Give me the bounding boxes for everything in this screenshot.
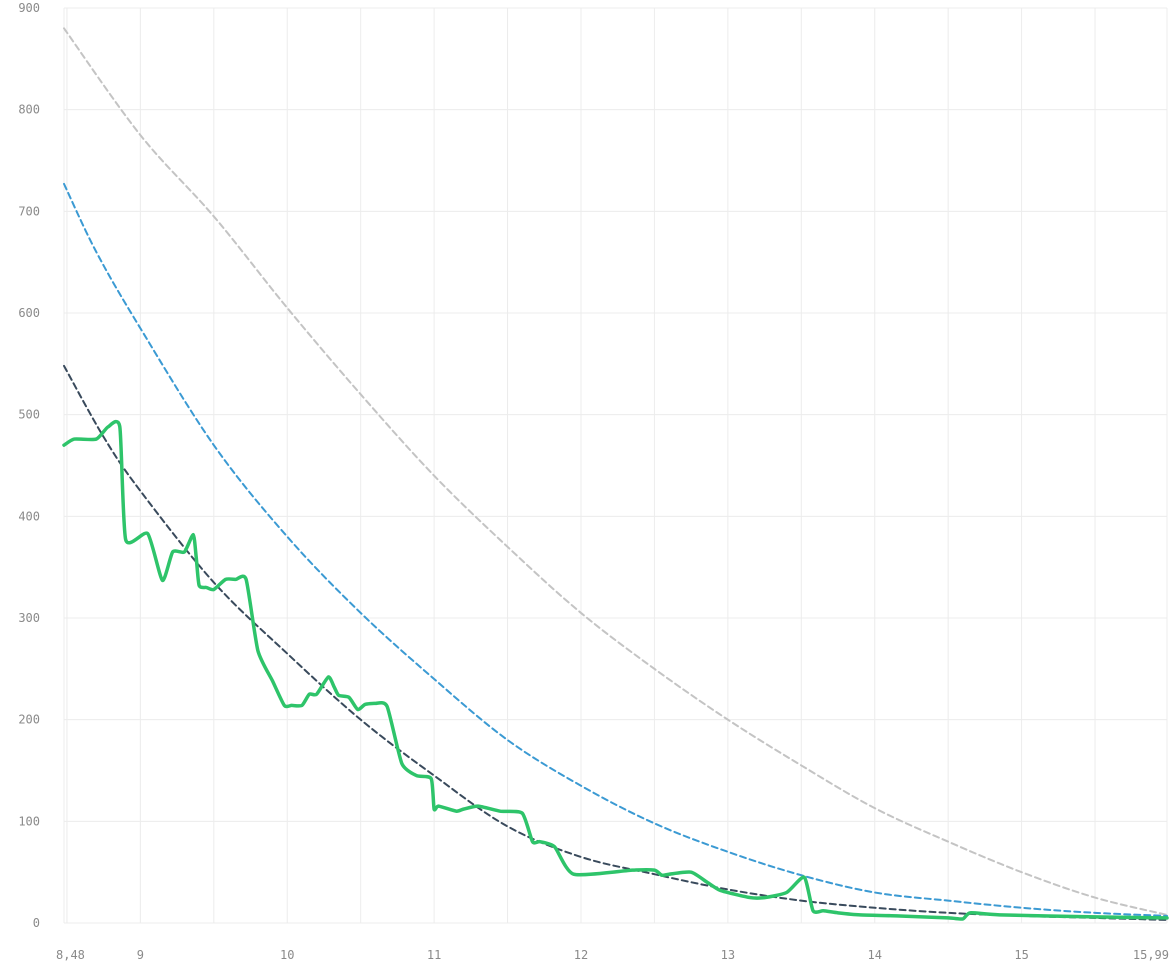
axis-labels: 0 100 200 300 400 500 600 700 800 900 8,48 9 10 11 12 1…	[18, 1, 1169, 962]
x-tick-label: 14	[868, 948, 882, 962]
data-series-line	[62, 419, 1169, 921]
x-tick-label: 8,48	[56, 948, 85, 962]
x-tick-label: 15	[1014, 948, 1028, 962]
dashed-curve-2	[63, 182, 1168, 917]
y-tick-label: 200	[18, 713, 40, 727]
x-tick-label: 13	[721, 948, 735, 962]
dashed-curve-1	[63, 27, 1168, 916]
y-tick-label: 400	[18, 509, 40, 523]
y-tick-label: 300	[18, 611, 40, 625]
y-tick-label: 900	[18, 1, 40, 15]
grid	[63, 7, 1168, 924]
y-tick-label: 500	[18, 408, 40, 422]
x-tick-label: 10	[280, 948, 294, 962]
x-tick-label: 9	[137, 948, 144, 962]
y-tick-label: 600	[18, 306, 40, 320]
x-tick-label: 15,99	[1133, 948, 1169, 962]
dashed-curve-3	[63, 364, 1168, 921]
x-tick-label: 12	[574, 948, 588, 962]
y-tick-label: 0	[33, 916, 40, 930]
series-layer	[62, 27, 1169, 921]
y-tick-label: 100	[18, 814, 40, 828]
x-tick-label: 11	[427, 948, 441, 962]
y-tick-label: 800	[18, 103, 40, 117]
y-tick-label: 700	[18, 204, 40, 218]
